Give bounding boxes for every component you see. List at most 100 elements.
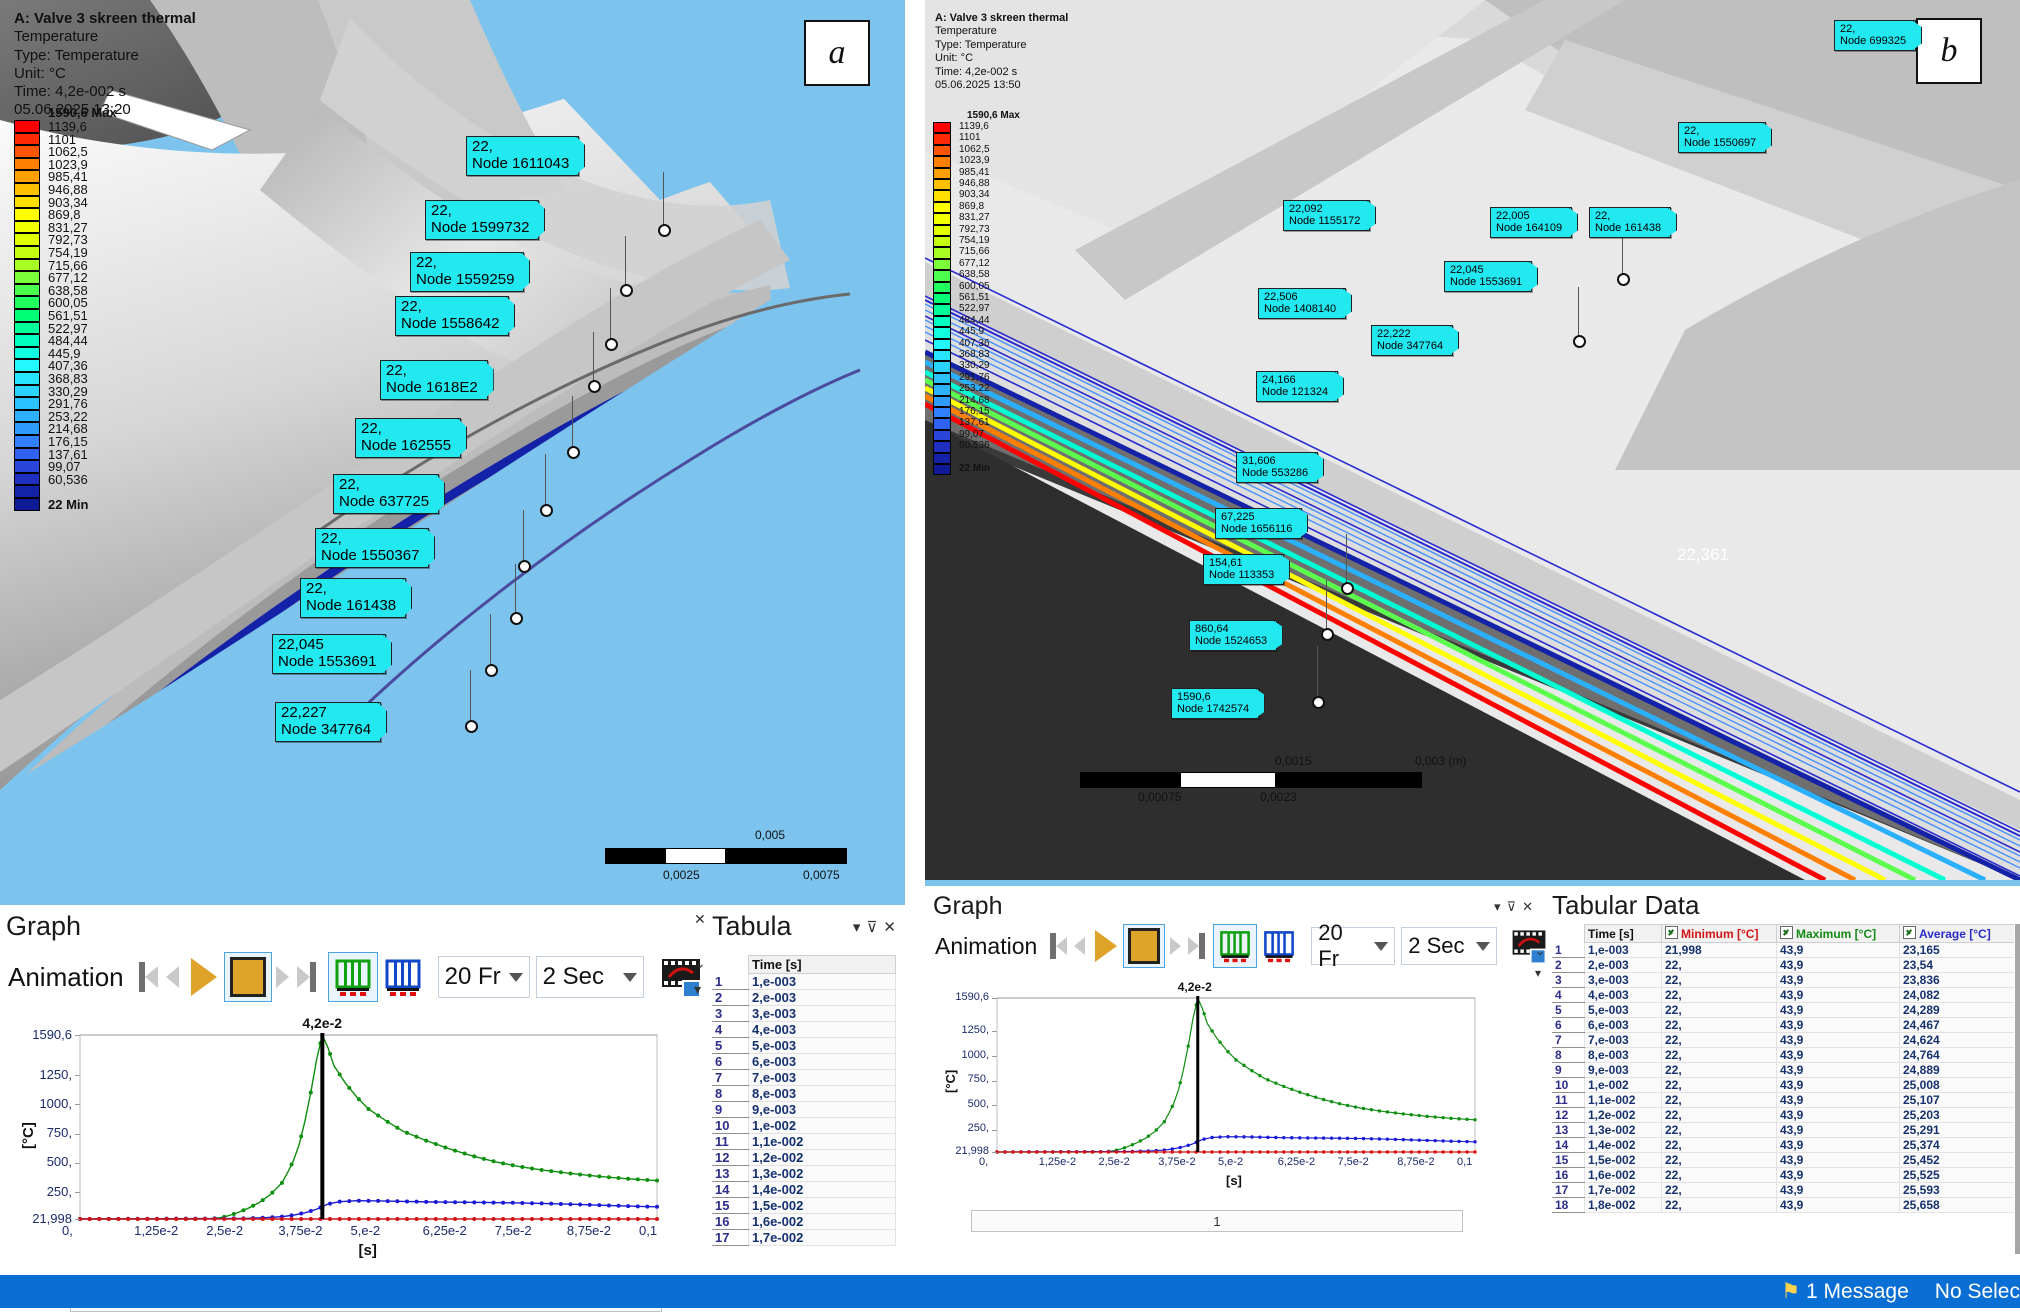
pin-icon[interactable]: ⊽ (1506, 898, 1517, 914)
chevron-down-icon[interactable] (1374, 941, 1389, 951)
chevron-down-icon[interactable]: ▾ (1535, 966, 1542, 980)
table-row[interactable]: 1 1,e-003 (712, 973, 896, 990)
table-row[interactable]: 7 7,e-003 22, 43,9 24,624 (1552, 1032, 2014, 1048)
table-row[interactable]: 11 1,1e-002 (712, 1133, 896, 1150)
table-row[interactable]: 17 1,7e-002 22, 43,9 25,593 (1552, 1182, 2014, 1198)
column-checkbox[interactable] (1665, 926, 1678, 939)
step-forward-icon[interactable] (272, 957, 294, 997)
frames-select[interactable]: 20 Fr (437, 956, 530, 998)
distribute-blue-icon[interactable] (1257, 924, 1301, 968)
export-video-icon[interactable] (654, 952, 708, 1002)
table-row[interactable]: 3 3,e-003 22, 43,9 23,836 (1552, 972, 2014, 988)
chevron-down-icon[interactable] (1476, 941, 1491, 951)
stop-icon[interactable] (1123, 924, 1166, 968)
duration-select[interactable]: 2 Sec (535, 956, 644, 998)
table-row[interactable]: 8 8,e-003 22, 43,9 24,764 (1552, 1047, 2014, 1063)
table-row[interactable]: 1 1,e-003 21,998 43,9 23,165 (1552, 942, 2014, 958)
column-checkbox[interactable] (1780, 926, 1793, 939)
node-callout[interactable]: 22,045 Node 1553691 (272, 634, 387, 674)
node-callout[interactable]: 22,227 Node 347764 (275, 702, 382, 742)
export-video-icon[interactable] (1505, 924, 1553, 968)
table-row[interactable]: 14 1,4e-002 (712, 1181, 896, 1198)
table-header-cell[interactable] (712, 955, 749, 974)
table-row[interactable]: 14 1,4e-002 22, 43,9 25,374 (1552, 1137, 2014, 1153)
table-row[interactable]: 15 1,5e-002 (712, 1197, 896, 1214)
play-icon[interactable] (1089, 928, 1123, 964)
table-row[interactable]: 15 1,5e-002 22, 43,9 25,452 (1552, 1152, 2014, 1168)
node-callout[interactable]: 22, Node 1550367 (315, 528, 430, 568)
step-forward-end-icon[interactable] (294, 957, 320, 997)
stop-icon[interactable] (223, 952, 272, 1002)
table-row[interactable]: 2 2,e-003 22, 43,9 23,54 (1552, 957, 2014, 973)
table-row[interactable]: 5 5,e-003 (712, 1037, 896, 1054)
viewport-a[interactable]: A: Valve 3 skreen thermal Temperature Ty… (0, 0, 905, 893)
table-header-cell[interactable]: Maximum [°C] (1776, 924, 1900, 943)
table-row[interactable]: 9 9,e-003 22, 43,9 24,889 (1552, 1062, 2014, 1078)
message-count[interactable]: ⚑ 1 Message (1781, 1279, 1909, 1304)
node-callout[interactable]: 22, Node 1558642 (395, 296, 510, 336)
table-row[interactable]: 13 1,3e-002 (712, 1165, 896, 1182)
table-header-cell[interactable]: Time [s] (748, 955, 896, 974)
chevron-down-icon[interactable] (508, 972, 523, 982)
table-row[interactable]: 10 1,e-002 (712, 1117, 896, 1134)
table-row[interactable]: 3 3,e-003 (712, 1005, 896, 1022)
table-row[interactable]: 6 6,e-003 (712, 1053, 896, 1070)
step-back-end-icon[interactable] (1047, 929, 1069, 963)
table-row[interactable]: 11 1,1e-002 22, 43,9 25,107 (1552, 1092, 2014, 1108)
close-icon[interactable]: ✕ (694, 911, 706, 927)
table-header-cell[interactable] (1552, 924, 1585, 943)
step-back-icon[interactable] (162, 957, 184, 997)
table-row[interactable]: 9 9,e-003 (712, 1101, 896, 1118)
temperature-chart-a[interactable]: 1590,6 1250, 1000, 750, 500, 250, 21,998 0, 1,25… (18, 1015, 663, 1265)
table-header-cell[interactable]: Time [s] (1584, 924, 1662, 943)
node-callout[interactable]: 22, Node 1618E2 (380, 360, 488, 400)
viewport-b[interactable]: A: Valve 3 skreen thermal Temperature Ty… (925, 0, 2020, 880)
table-row[interactable]: 16 1,6e-002 (712, 1213, 896, 1230)
distribute-green-icon[interactable] (1213, 924, 1258, 968)
table-row[interactable]: 13 1,3e-002 22, 43,9 25,291 (1552, 1122, 2014, 1138)
node-callout[interactable]: 22, Node 1599732 (425, 200, 540, 240)
step-back-end-icon[interactable] (136, 957, 162, 997)
distribute-blue-icon[interactable] (378, 952, 428, 1002)
table-row[interactable]: 12 1,2e-002 (712, 1149, 896, 1166)
chevron-double-down-icon[interactable]: ⌄ (694, 955, 706, 971)
table-row[interactable]: 4 4,e-003 22, 43,9 24,082 (1552, 987, 2014, 1003)
table-row[interactable]: 17 1,7e-002 (712, 1229, 896, 1246)
frames-select[interactable]: 20 Fr (1311, 920, 1396, 971)
step-forward-icon[interactable] (1165, 929, 1185, 963)
close-icon[interactable]: ✕ (1522, 898, 1533, 914)
table-row[interactable]: 2 2,e-003 (712, 989, 896, 1006)
table-row[interactable]: 10 1,e-002 22, 43,9 25,008 (1552, 1077, 2014, 1093)
data-table[interactable]: Time [s] Minimum [°C] Maximum [°C] Average … (1552, 924, 2014, 1213)
timeline-scrollbar-b[interactable]: 1 (971, 1210, 1463, 1232)
table-row[interactable]: 6 6,e-003 22, 43,9 24,467 (1552, 1017, 2014, 1033)
chevron-down-icon[interactable] (622, 972, 637, 982)
node-callout[interactable]: 22, Node 1559259 (410, 252, 525, 292)
table-header-cell[interactable]: Average [°C] (1899, 924, 2014, 943)
chevron-double-down-icon[interactable]: ⌄ (1535, 944, 1546, 958)
play-icon[interactable] (184, 956, 224, 998)
close-icon[interactable]: ✕ (883, 918, 896, 936)
node-callout[interactable]: 22, Node 1611043 (466, 136, 580, 176)
node-callout[interactable]: 22, Node 637725 (333, 474, 440, 514)
chevron-down-icon[interactable]: ▾ (694, 981, 702, 997)
pin-icon[interactable]: ⊽ (866, 918, 878, 936)
table-row[interactable]: 5 5,e-003 22, 43,9 24,289 (1552, 1002, 2014, 1018)
data-table[interactable]: Time [s] 1 1,e-003 2 2,e-003 3 3,e-003 4 4,e-003… (712, 955, 896, 1246)
distribute-green-icon[interactable] (327, 952, 378, 1002)
node-callout[interactable]: 22, Node 161438 (300, 578, 407, 618)
table-row[interactable]: 8 8,e-003 (712, 1085, 896, 1102)
table-row[interactable]: 4 4,e-003 (712, 1021, 896, 1038)
duration-select[interactable]: 2 Sec (1401, 927, 1498, 965)
chevron-down-icon[interactable]: ▾ (852, 918, 861, 936)
chevron-down-icon[interactable]: ▾ (1494, 898, 1501, 914)
temperature-chart-b[interactable]: 1590,6 1250, 1000, 750, 500, 250, 21,998 0, 1,25… (941, 980, 1481, 1192)
step-forward-end-icon[interactable] (1185, 929, 1207, 963)
tabular-table-b[interactable]: Time [s] Minimum [°C] Maximum [°C] Average … (1552, 924, 2014, 1213)
table-header-cell[interactable]: Minimum [°C] (1661, 924, 1777, 943)
column-checkbox[interactable] (1903, 926, 1916, 939)
node-callout[interactable]: 22, Node 162555 (355, 418, 462, 458)
step-back-icon[interactable] (1069, 929, 1089, 963)
table-row[interactable]: 16 1,6e-002 22, 43,9 25,525 (1552, 1167, 2014, 1183)
tabular-table-a[interactable]: Time [s] 1 1,e-003 2 2,e-003 3 3,e-003 4 4,e-003… (712, 955, 902, 1246)
